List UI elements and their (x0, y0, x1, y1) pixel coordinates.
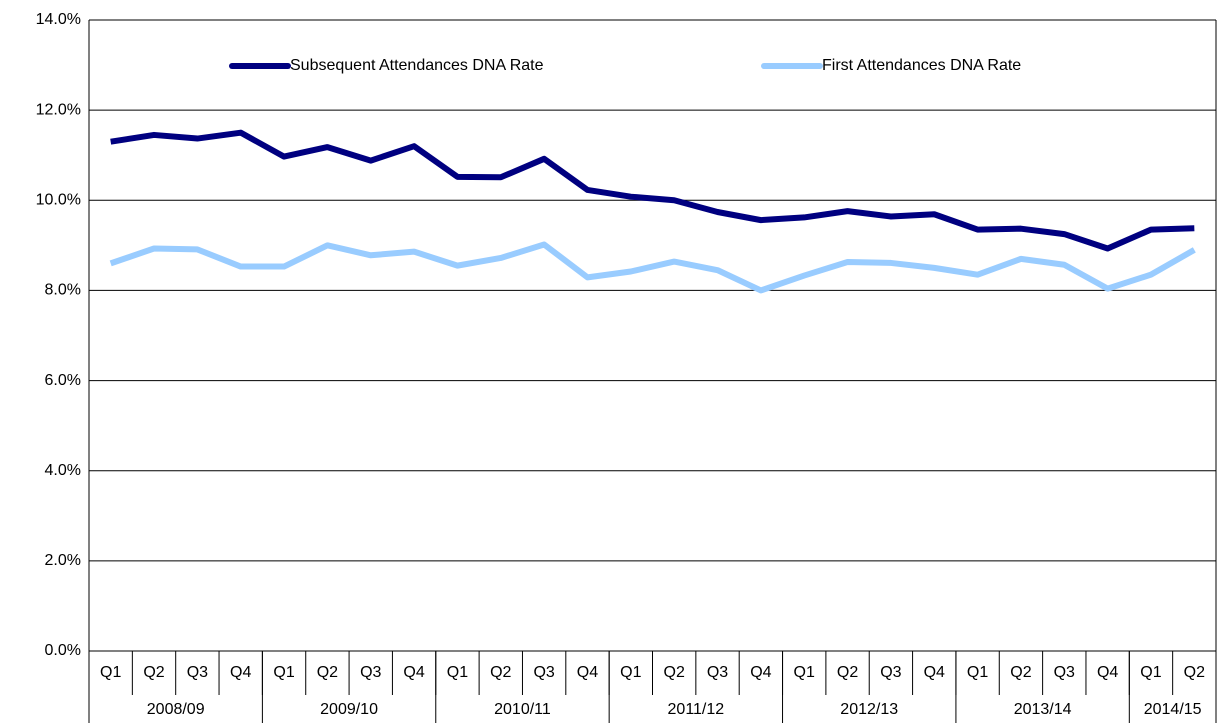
y-tick-label: 4.0% (45, 462, 81, 479)
x-tick-label: Q1 (100, 664, 121, 681)
x-tick-label: Q2 (837, 664, 858, 681)
x-tick-label: Q1 (967, 664, 988, 681)
x-tick-label: Q1 (620, 664, 641, 681)
x-tick-label: Q1 (1140, 664, 1161, 681)
group-label: 2008/09 (147, 701, 205, 718)
x-tick-label: Q2 (317, 664, 338, 681)
x-tick-label: Q4 (924, 664, 945, 681)
series-line (110, 129, 1195, 252)
x-tick-label: Q4 (577, 664, 598, 681)
x-tick-label: Q3 (533, 664, 554, 681)
x-tick-label: Q4 (230, 664, 251, 681)
x-tick-label: Q2 (490, 664, 511, 681)
x-tick-label: Q4 (750, 664, 771, 681)
y-tick-label: 6.0% (45, 372, 81, 389)
x-tick-label: Q1 (273, 664, 294, 681)
x-tick-label: Q2 (664, 664, 685, 681)
x-tick-label: Q3 (360, 664, 381, 681)
y-tick-label: 0.0% (45, 642, 81, 659)
x-tick-label: Q1 (447, 664, 468, 681)
y-tick-label: 10.0% (36, 192, 81, 209)
x-tick-label: Q1 (794, 664, 815, 681)
group-label: 2013/14 (1014, 701, 1072, 718)
legend-label: First Attendances DNA Rate (822, 57, 1021, 74)
x-tick-label: Q3 (1054, 664, 1075, 681)
y-tick-label: 8.0% (45, 282, 81, 299)
series-line (109, 241, 1196, 294)
legend-label: Subsequent Attendances DNA Rate (290, 57, 544, 74)
x-tick-label: Q2 (1010, 664, 1031, 681)
x-tick-label: Q2 (1184, 664, 1205, 681)
group-label: 2009/10 (320, 701, 378, 718)
x-tick-label: Q3 (880, 664, 901, 681)
x-tick-label: Q4 (1097, 664, 1118, 681)
group-label: 2010/11 (494, 701, 551, 718)
y-tick-label: 12.0% (36, 101, 81, 118)
x-tick-label: Q4 (403, 664, 424, 681)
x-tick-label: Q2 (143, 664, 164, 681)
y-tick-label: 14.0% (36, 11, 81, 28)
x-tick-label: Q3 (187, 664, 208, 681)
x-tick-label: Q3 (707, 664, 728, 681)
group-label: 2011/12 (668, 701, 725, 718)
y-tick-label: 2.0% (45, 552, 81, 569)
group-label: 2012/13 (840, 701, 898, 718)
group-label: 2014/15 (1144, 701, 1202, 718)
